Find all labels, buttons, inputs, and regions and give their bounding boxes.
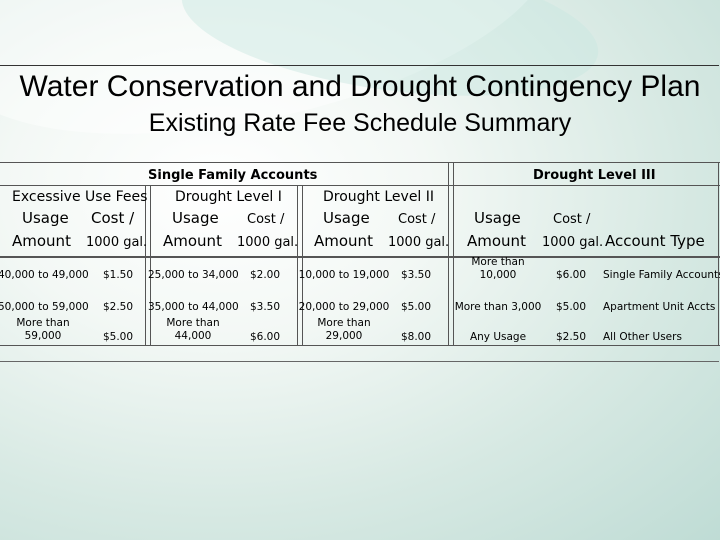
header-l1-per: 1000 gal. bbox=[237, 235, 299, 250]
cell-r3-ex-cost: $5.00 bbox=[102, 331, 134, 343]
cell-r1-account: Single Family Accounts bbox=[603, 269, 720, 281]
header-l2-cost: Cost / bbox=[398, 212, 436, 227]
cell-r1-l1-usage: 25,000 to 34,000 bbox=[148, 269, 239, 281]
header-l1-usage: Usage bbox=[172, 209, 219, 227]
cell-r1-l3-cost: $6.00 bbox=[555, 269, 587, 281]
slide-frame bbox=[0, 65, 719, 362]
cell-r2-l3-cost: $5.00 bbox=[555, 301, 587, 313]
header-ex-cost: Cost / bbox=[91, 209, 135, 227]
table-top-border bbox=[0, 162, 720, 163]
header-l2-amount: Amount bbox=[314, 232, 373, 250]
cell-r3-l2-cost: $8.00 bbox=[400, 331, 432, 343]
slide-subtitle: Existing Rate Fee Schedule Summary bbox=[148, 109, 572, 137]
column-divider-3 bbox=[448, 162, 454, 345]
header-l2-per: 1000 gal. bbox=[388, 235, 450, 250]
header-l3-amount: Amount bbox=[467, 232, 526, 250]
cell-r2-l2-usage: 20,000 to 29,000 bbox=[298, 301, 390, 313]
cell-r1-ex-usage: 40,000 to 49,000 bbox=[0, 269, 89, 281]
header-ex-per: 1000 gal. bbox=[86, 235, 148, 250]
group-header-drought-level-iii: Drought Level III bbox=[533, 168, 656, 183]
cell-r3-l3-cost: $2.50 bbox=[555, 331, 587, 343]
header-l3-per: 1000 gal. bbox=[542, 235, 604, 250]
header-l3-usage: Usage bbox=[474, 209, 521, 227]
cell-r3-l1-usage: More than 44,000 bbox=[166, 317, 220, 342]
cell-r2-l1-usage: 35,000 to 44,000 bbox=[148, 301, 239, 313]
cell-r1-l2-cost: $3.50 bbox=[400, 269, 432, 281]
cell-r2-ex-usage: 50,000 to 59,000 bbox=[0, 301, 89, 313]
cell-r3-l1-cost: $6.00 bbox=[249, 331, 281, 343]
cell-r3-ex-usage: More than 59,000 bbox=[16, 317, 70, 342]
header-account-type: Account Type bbox=[605, 232, 705, 250]
cell-r3-l2-usage: More than 29,000 bbox=[317, 317, 371, 342]
slide-title: Water Conservation and Drought Contingen… bbox=[19, 70, 701, 103]
header-drought-level-ii: Drought Level II bbox=[323, 189, 435, 205]
column-divider-1 bbox=[145, 185, 151, 345]
cell-r1-ex-cost: $1.50 bbox=[102, 269, 134, 281]
cell-r1-l2-usage: 10,000 to 19,000 bbox=[298, 269, 390, 281]
table-bottom-border bbox=[0, 345, 720, 346]
group-header-single-family: Single Family Accounts bbox=[148, 168, 318, 183]
header-ex-amount: Amount bbox=[12, 232, 71, 250]
cell-r2-l1-cost: $3.50 bbox=[249, 301, 281, 313]
header-excessive-use-fees: Excessive Use Fees bbox=[12, 189, 148, 205]
header-l2-usage: Usage bbox=[323, 209, 370, 227]
header-l1-amount: Amount bbox=[163, 232, 222, 250]
cell-r2-l3-usage: More than 3,000 bbox=[454, 301, 542, 313]
cell-r3-account: All Other Users bbox=[603, 331, 682, 343]
header-l1-cost: Cost / bbox=[247, 212, 285, 227]
column-divider-2 bbox=[297, 185, 303, 345]
header-drought-level-i: Drought Level I bbox=[175, 189, 282, 205]
header-ex-usage: Usage bbox=[22, 209, 69, 227]
cell-r2-l2-cost: $5.00 bbox=[400, 301, 432, 313]
cell-r2-account: Apartment Unit Accts bbox=[603, 301, 716, 313]
header-bottom-border bbox=[0, 256, 720, 258]
cell-r1-l3-usage: More than 10,000 bbox=[471, 256, 525, 281]
header-divider bbox=[0, 185, 720, 186]
cell-r1-l1-cost: $2.00 bbox=[249, 269, 281, 281]
table-right-border bbox=[718, 162, 719, 345]
cell-r3-l3-usage: Any Usage bbox=[469, 331, 527, 343]
header-l3-cost: Cost / bbox=[553, 212, 591, 227]
cell-r2-ex-cost: $2.50 bbox=[102, 301, 134, 313]
